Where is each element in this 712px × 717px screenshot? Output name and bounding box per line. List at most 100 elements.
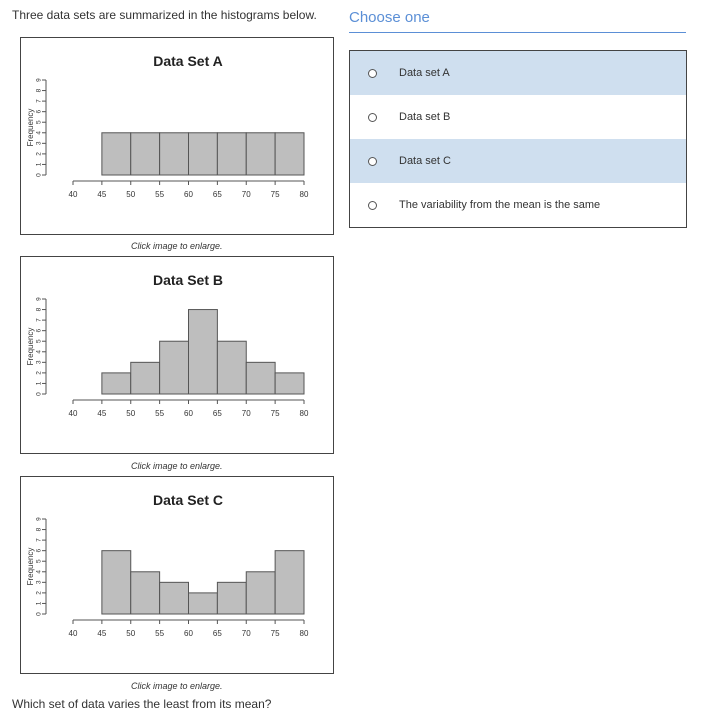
x-tick-label: 50 bbox=[126, 190, 135, 199]
y-tick-label: 7 bbox=[36, 99, 43, 103]
x-tick-label: 80 bbox=[300, 629, 309, 638]
y-axis-label: Frequency bbox=[26, 109, 35, 147]
x-tick-label: 40 bbox=[69, 409, 78, 418]
enlarge-caption-c: Click image to enlarge. bbox=[131, 681, 223, 691]
histogram-bar bbox=[159, 581, 189, 615]
y-tick-label: 5 bbox=[36, 120, 43, 124]
y-tick-label: 5 bbox=[36, 559, 43, 563]
y-tick-label: 2 bbox=[36, 152, 43, 156]
x-tick-label: 75 bbox=[271, 190, 280, 199]
y-tick-label: 8 bbox=[36, 527, 43, 531]
y-tick-label: 2 bbox=[36, 591, 43, 595]
x-tick-label: 75 bbox=[271, 409, 280, 418]
x-tick-label: 50 bbox=[126, 409, 135, 418]
histogram-bar bbox=[188, 132, 218, 176]
histogram-bar bbox=[274, 550, 305, 615]
option-label: Data set A bbox=[399, 67, 450, 79]
chart-title: Data Set C bbox=[153, 492, 223, 508]
option-same-variability[interactable]: The variability from the mean is the sam… bbox=[350, 183, 686, 227]
y-tick-label: 9 bbox=[36, 78, 43, 82]
radio-icon[interactable] bbox=[368, 200, 377, 210]
y-tick-label: 1 bbox=[36, 601, 43, 605]
intro-text: Three data sets are summarized in the hi… bbox=[12, 8, 317, 22]
x-tick-label: 65 bbox=[213, 190, 222, 199]
x-tick-label: 60 bbox=[184, 409, 193, 418]
radio-icon[interactable] bbox=[368, 112, 377, 122]
y-tick-label: 3 bbox=[36, 360, 43, 364]
x-tick-label: 80 bbox=[300, 409, 309, 418]
y-tick-label: 0 bbox=[36, 173, 43, 177]
x-tick-label: 55 bbox=[155, 629, 164, 638]
histogram-bar bbox=[130, 361, 161, 395]
x-tick-label: 70 bbox=[242, 409, 251, 418]
histogram-bar bbox=[130, 571, 161, 615]
histogram-bar bbox=[159, 340, 189, 395]
x-tick-label: 55 bbox=[155, 409, 164, 418]
y-tick-label: 4 bbox=[36, 570, 43, 574]
option-label: The variability from the mean is the sam… bbox=[399, 199, 601, 211]
y-tick-label: 2 bbox=[36, 371, 43, 375]
histogram-bar bbox=[101, 132, 132, 176]
radio-icon[interactable] bbox=[368, 156, 377, 166]
y-tick-label: 8 bbox=[36, 88, 43, 92]
y-tick-label: 6 bbox=[36, 109, 43, 113]
histogram-a-card[interactable]: Data Set A Frequency 0 1 2 3 4 5 6 7 8 9 40 45 50 55 60 6… bbox=[20, 37, 334, 235]
x-tick-label: 40 bbox=[69, 629, 78, 638]
histogram-bar bbox=[101, 550, 132, 615]
histogram-bar bbox=[101, 372, 132, 395]
y-axis-label: Frequency bbox=[26, 548, 35, 586]
y-tick-label: 3 bbox=[36, 580, 43, 584]
histogram-c-card[interactable]: Data Set C Frequency 0 1 2 3 4 5 6 7 8 9 40 45 50 55 60 6… bbox=[20, 476, 334, 674]
x-tick-label: 70 bbox=[242, 190, 251, 199]
x-tick-label: 45 bbox=[97, 190, 106, 199]
histogram-bar bbox=[245, 571, 276, 615]
y-tick-label: 4 bbox=[36, 350, 43, 354]
x-tick-label: 60 bbox=[184, 190, 193, 199]
histogram-bar bbox=[216, 340, 247, 395]
histogram-bar bbox=[216, 581, 247, 615]
choose-one-heading: Choose one bbox=[349, 9, 686, 33]
histogram-bar bbox=[245, 361, 276, 395]
histogram-bar bbox=[245, 132, 276, 176]
y-tick-label: 6 bbox=[36, 548, 43, 552]
y-tick-label: 6 bbox=[36, 328, 43, 332]
histogram-bar bbox=[274, 132, 305, 176]
x-tick-label: 70 bbox=[242, 629, 251, 638]
y-tick-label: 7 bbox=[36, 538, 43, 542]
y-tick-label: 1 bbox=[36, 162, 43, 166]
option-label: Data set B bbox=[399, 111, 451, 123]
histogram-bar bbox=[274, 372, 305, 395]
y-tick-label: 4 bbox=[36, 131, 43, 135]
y-tick-label: 8 bbox=[36, 307, 43, 311]
enlarge-caption-b: Click image to enlarge. bbox=[131, 461, 223, 471]
x-tick-label: 60 bbox=[184, 629, 193, 638]
y-tick-label: 0 bbox=[36, 392, 43, 396]
option-label: Data set C bbox=[399, 155, 451, 167]
x-tick-label: 65 bbox=[213, 409, 222, 418]
histogram-bar bbox=[188, 592, 218, 615]
option-data-set-a[interactable]: Data set A bbox=[350, 51, 686, 95]
histogram-b-card[interactable]: Data Set B Frequency 0 1 2 3 4 5 6 7 8 9 40 45 50 55 60 6… bbox=[20, 256, 334, 454]
histogram-bar bbox=[188, 309, 218, 395]
question-text: Which set of data varies the least from … bbox=[12, 697, 272, 711]
histogram-bar bbox=[216, 132, 247, 176]
x-tick-label: 55 bbox=[155, 190, 164, 199]
x-tick-label: 75 bbox=[271, 629, 280, 638]
y-tick-label: 9 bbox=[36, 517, 43, 521]
y-tick-label: 9 bbox=[36, 297, 43, 301]
option-data-set-b[interactable]: Data set B bbox=[350, 95, 686, 139]
enlarge-caption-a: Click image to enlarge. bbox=[131, 241, 223, 251]
radio-icon[interactable] bbox=[368, 68, 377, 78]
y-tick-label: 3 bbox=[36, 141, 43, 145]
x-tick-label: 50 bbox=[126, 629, 135, 638]
histogram-bar bbox=[159, 132, 189, 176]
option-data-set-c[interactable]: Data set C bbox=[350, 139, 686, 183]
x-tick-label: 45 bbox=[97, 409, 106, 418]
histogram-bar bbox=[130, 132, 161, 176]
y-tick-label: 5 bbox=[36, 339, 43, 343]
y-tick-label: 0 bbox=[36, 612, 43, 616]
chart-title: Data Set B bbox=[153, 272, 223, 288]
